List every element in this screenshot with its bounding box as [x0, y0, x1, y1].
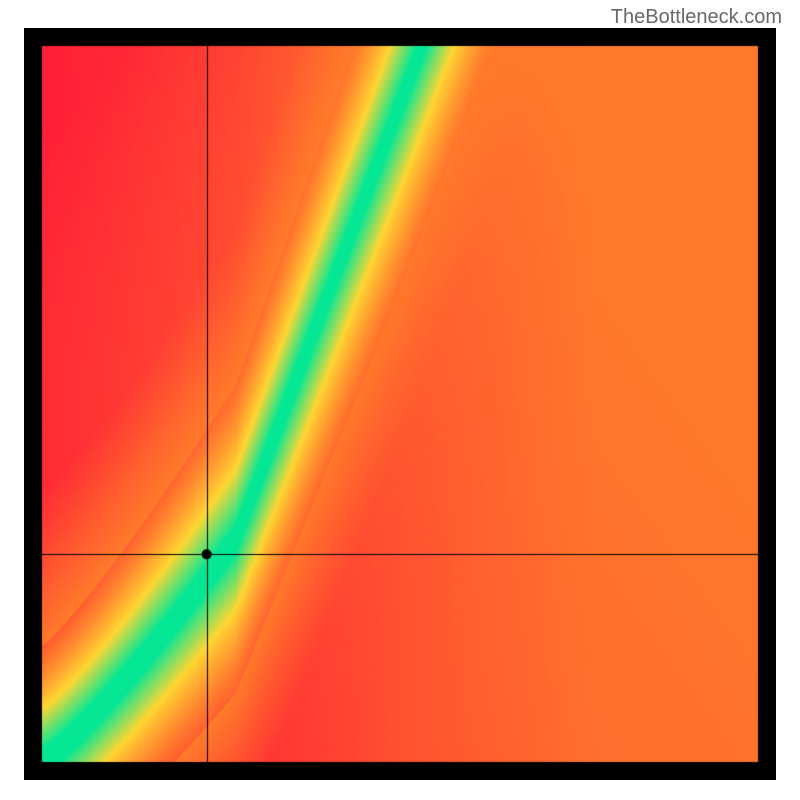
heatmap-canvas	[24, 28, 776, 780]
bottleneck-heatmap	[24, 28, 776, 780]
watermark-text: TheBottleneck.com	[611, 6, 782, 29]
